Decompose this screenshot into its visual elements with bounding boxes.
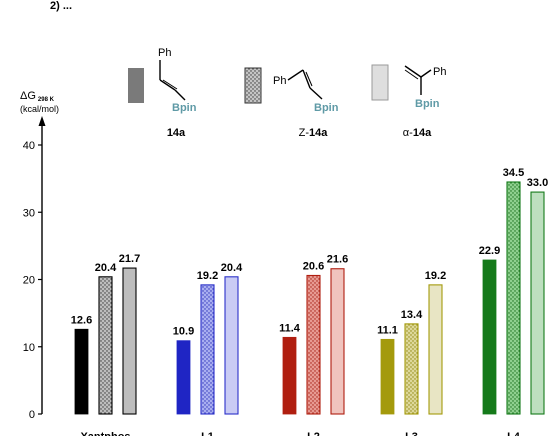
structure-z-14a xyxy=(287,69,323,100)
structure-alpha-14a-bpin-label: Bpin xyxy=(415,98,440,110)
data-label: 33.0 xyxy=(527,177,548,189)
legend-label-alpha-14a-suffix: 14a xyxy=(413,127,432,139)
legend-label-alpha-14a: α-14a xyxy=(403,127,432,139)
bar-l4-1 xyxy=(482,259,497,415)
structure-14a xyxy=(159,60,186,101)
bar-l2-1 xyxy=(282,336,297,415)
data-label: 22.9 xyxy=(479,245,500,257)
x-tick-label: Xantphos xyxy=(80,431,130,436)
structure-z-14a-bpin-label: Bpin xyxy=(314,102,339,114)
y-axis-title-sub: 298 K xyxy=(38,97,55,103)
y-tick-label: 30 xyxy=(23,207,35,219)
header-fragment: 2) ... xyxy=(50,0,72,12)
y-tick-label: 40 xyxy=(23,140,35,152)
x-tick-label: L2 xyxy=(307,431,320,436)
bar-l3-2 xyxy=(404,323,419,415)
bar-xantphos-1 xyxy=(74,328,89,415)
bar-xantphos-3 xyxy=(122,267,137,415)
x-axis-labels: Xantphos L1 L2 L3 L4 xyxy=(80,431,520,436)
data-label: 19.2 xyxy=(425,270,446,282)
data-label: 13.4 xyxy=(401,309,423,321)
legend: Ph Bpin Ph Bpin Ph Bpin 14a Z-14a α-14a xyxy=(128,47,446,139)
data-label: 21.7 xyxy=(119,253,140,265)
legend-label-14a: 14a xyxy=(167,127,186,139)
bar-l2-2 xyxy=(306,274,321,415)
structure-14a-bpin-label: Bpin xyxy=(172,102,197,114)
bar-group-l3: 11.113.4 19.2 xyxy=(377,270,446,415)
bar-l4-3 xyxy=(530,191,545,415)
y-axis-title: ΔG 298 K xyxy=(20,90,55,103)
legend-label-z-14a-prefix: Z- xyxy=(299,127,310,139)
bar-l3-3 xyxy=(428,284,443,415)
data-label: 10.9 xyxy=(173,326,194,338)
legend-swatch-14a xyxy=(128,68,144,103)
data-label: 20.4 xyxy=(95,262,117,274)
data-label: 21.6 xyxy=(327,254,348,266)
bar-l1-3 xyxy=(224,276,239,415)
legend-label-alpha-14a-prefix: α- xyxy=(403,127,413,139)
data-label: 11.1 xyxy=(377,324,398,336)
y-axis-unit: (kcal/mol) xyxy=(20,104,59,114)
structure-z-14a-ph-label: Ph xyxy=(273,75,286,87)
bar-l2-3 xyxy=(330,268,345,415)
bar-l1-2 xyxy=(200,284,215,415)
legend-label-z-14a-suffix: 14a xyxy=(309,127,328,139)
legend-label-z-14a: Z-14a xyxy=(299,127,329,139)
data-label: 11.4 xyxy=(279,322,301,334)
y-tick-label: 10 xyxy=(23,342,35,354)
bar-group-l2: 11.4 20.621.6 xyxy=(279,254,348,415)
bar-group-xantphos: 12.6 20.421.7 xyxy=(71,253,140,415)
bar-xantphos-2 xyxy=(98,276,113,415)
x-tick-label: L4 xyxy=(507,431,521,436)
data-label: 12.6 xyxy=(71,314,92,326)
y-tick-label: 20 xyxy=(23,275,35,287)
structure-alpha-14a xyxy=(404,65,432,95)
bar-l3-1 xyxy=(380,338,395,415)
x-tick-label: L3 xyxy=(405,431,418,436)
data-label: 34.5 xyxy=(503,167,524,179)
legend-swatch-z-14a xyxy=(244,67,262,104)
structure-alpha-14a-ph-label: Ph xyxy=(433,66,446,78)
y-axis-title-main: ΔG xyxy=(20,90,36,102)
data-label: 20.4 xyxy=(221,262,243,274)
x-tick-label: L1 xyxy=(201,431,214,436)
y-tick-label: 0 xyxy=(29,409,35,421)
data-label: 19.2 xyxy=(197,270,218,282)
y-axis-arrow xyxy=(38,116,46,126)
legend-swatch-alpha-14a xyxy=(371,64,389,101)
bar-group-l4: 22.9 34.533.0 xyxy=(479,167,548,415)
bar-l1-1 xyxy=(176,340,191,415)
data-label: 20.6 xyxy=(303,260,324,272)
y-axis: 0 10 20 30 40 xyxy=(23,116,46,421)
bars: 12.620.421.710.919.220.411.420.621.611.1… xyxy=(71,167,548,415)
structure-14a-ph-label: Ph xyxy=(158,47,171,59)
bar-group-l1: 10.9 19.220.4 xyxy=(173,262,243,415)
bar-l4-2 xyxy=(506,181,521,415)
